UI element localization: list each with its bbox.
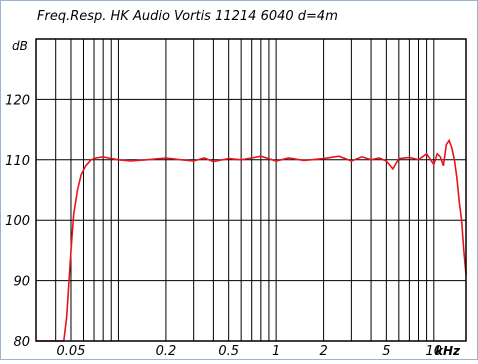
- plot-border: [35, 38, 467, 342]
- y-tick-label: 120: [5, 93, 30, 108]
- y-tick-label: 100: [5, 214, 30, 229]
- grid: [36, 39, 466, 341]
- x-tick-labels: 0.05 0.2 0.5 1 2 5 10: [57, 344, 443, 359]
- x-tick-label: 0.2: [156, 344, 177, 359]
- x-tick-label: 10: [426, 344, 443, 359]
- x-tick-label: 0.5: [218, 344, 239, 359]
- x-tick-label: 2: [319, 344, 327, 359]
- response-curve: [36, 138, 467, 342]
- frequency-response-chart: Freq.Resp. HK Audio Vortis 11214 6040 d=…: [5, 9, 467, 359]
- y-axis-unit-label: dB: [12, 39, 28, 53]
- y-tick-label: 90: [13, 275, 30, 290]
- x-tick-label: 0.05: [57, 344, 86, 359]
- x-tick-label: 5: [382, 344, 390, 359]
- x-axis-unit-label: kHz: [435, 344, 461, 358]
- y-tick-labels: 120 110 100 90 80: [5, 93, 30, 350]
- y-tick-label: 110: [5, 154, 30, 169]
- chart-title: Freq.Resp. HK Audio Vortis 11214 6040 d=…: [37, 9, 338, 24]
- x-tick-label: 1: [272, 344, 280, 359]
- y-tick-label: 80: [13, 335, 30, 350]
